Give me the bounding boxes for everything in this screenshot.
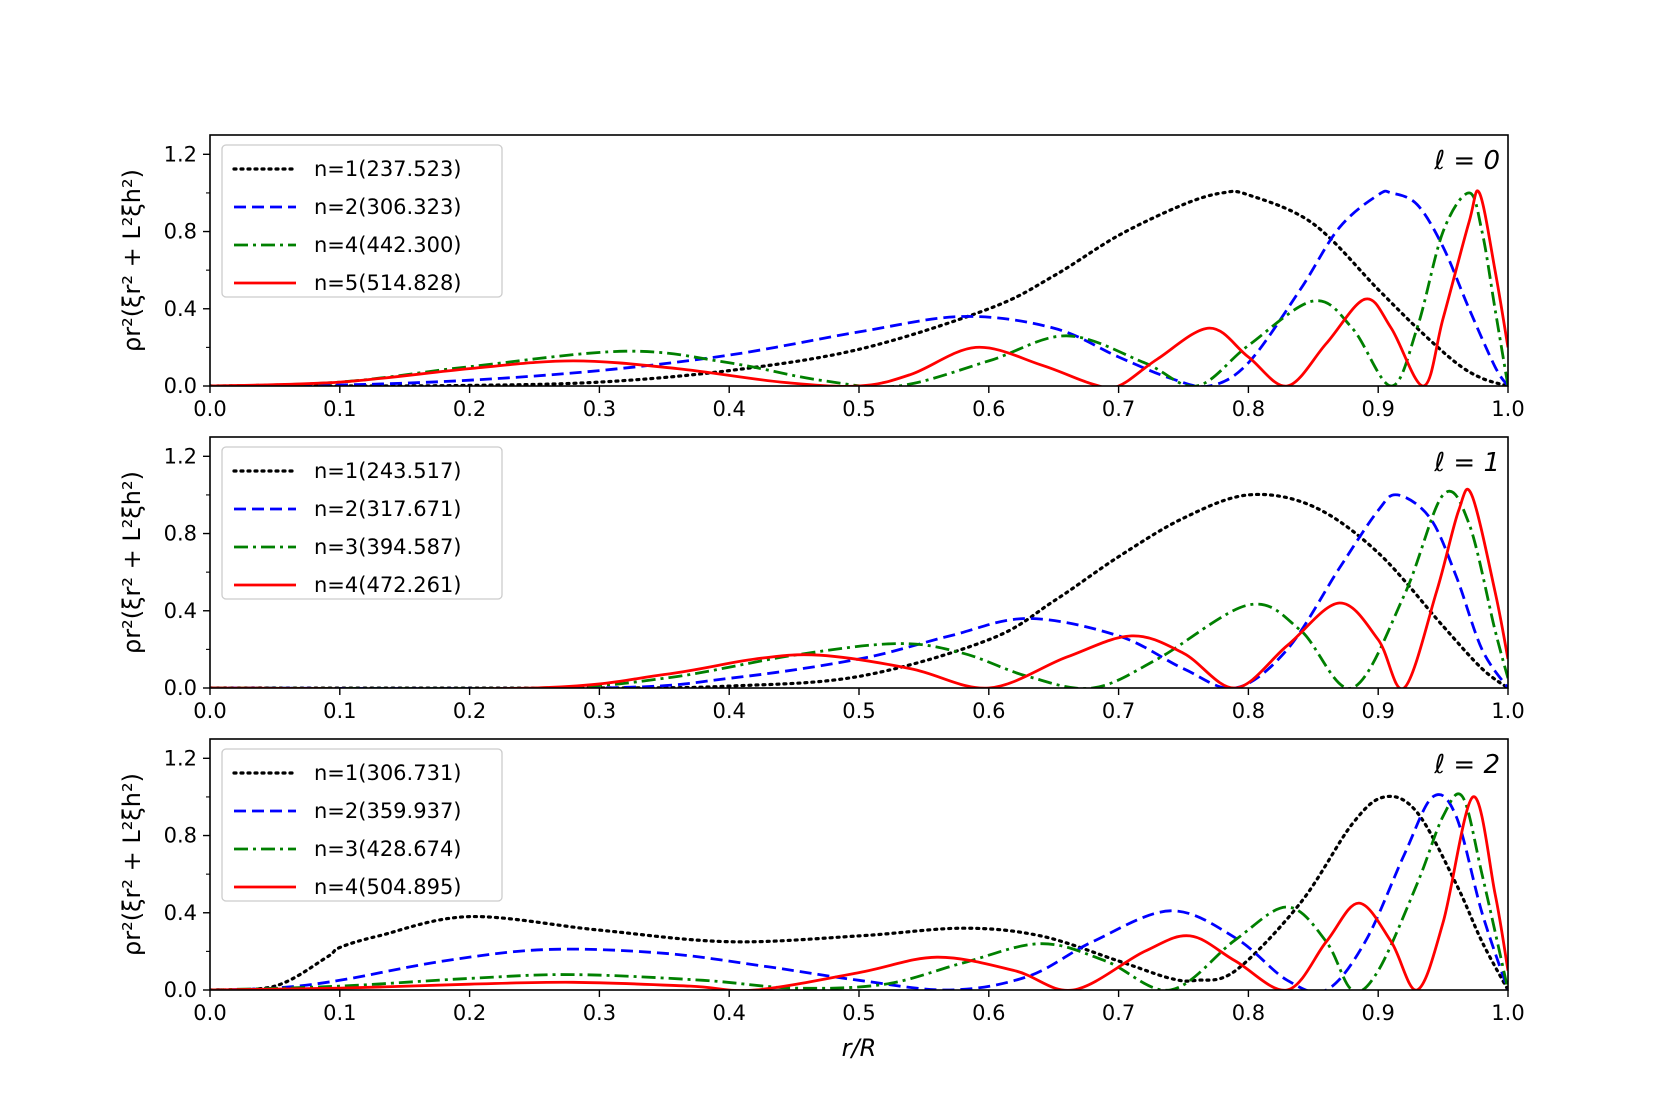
- legend-label-3: n=3(394.587): [314, 535, 462, 559]
- y-tick-label: 0.0: [164, 374, 197, 398]
- legend-label-1: n=1(306.731): [314, 761, 462, 785]
- legend-frame: [221, 144, 503, 298]
- legend-label-4: n=5(514.828): [314, 271, 462, 295]
- legend: n=1(243.517) n=2(317.671) n=3(394.587) n=4(…: [221, 446, 503, 600]
- x-tick-label: 0.5: [842, 397, 875, 421]
- degree-annotation: ℓ = 1: [1433, 448, 1500, 478]
- x-tick-label: 0.8: [1232, 1001, 1265, 1025]
- y-tick-label: 0.0: [164, 676, 197, 700]
- x-tick-label: 0.4: [712, 699, 745, 723]
- y-tick-label: 0.4: [164, 297, 197, 321]
- x-tick-label: 0.9: [1361, 699, 1394, 723]
- series-line-4: [210, 795, 1508, 990]
- x-tick-label: 0.1: [323, 699, 356, 723]
- x-tick-label: 0.7: [1102, 1001, 1135, 1025]
- x-tick-label: 0.8: [1232, 397, 1265, 421]
- x-tick-label: 0.0: [193, 1001, 226, 1025]
- y-tick-label: 1.2: [164, 142, 197, 166]
- panel-1: 0.0 0.1 0.2 0.3 0.4 0.5 0.6 0.7 0.8 0.9 1.0 0.0 0.4 0…: [118, 436, 1525, 723]
- y-tick-label: 1.2: [164, 746, 197, 770]
- x-tick-label: 0.8: [1232, 699, 1265, 723]
- legend-label-2: n=2(359.937): [314, 799, 462, 823]
- series-line-1: [210, 189, 1508, 386]
- series-line-1: [210, 794, 1508, 990]
- legend-label-1: n=1(237.523): [314, 157, 462, 181]
- x-tick-label: 1.0: [1491, 1001, 1524, 1025]
- degree-annotation: ℓ = 0: [1433, 146, 1500, 176]
- legend-label-4: n=4(504.895): [314, 875, 462, 899]
- series-line-2: [210, 493, 1508, 688]
- legend-label-3: n=4(442.300): [314, 233, 462, 257]
- y-tick-label: 1.2: [164, 444, 197, 468]
- x-tick-label: 0.1: [323, 1001, 356, 1025]
- x-tick-label: 0.3: [583, 397, 616, 421]
- y-tick-label: 0.4: [164, 901, 197, 925]
- x-tick-label: 0.2: [453, 397, 486, 421]
- x-axis-title: r/R: [842, 1034, 877, 1062]
- x-tick-label: 0.2: [453, 699, 486, 723]
- x-tick-label: 0.5: [842, 699, 875, 723]
- series-group: [210, 487, 1508, 688]
- y-axis-title: ρr²(ξr² + L²ξh²): [118, 169, 146, 352]
- x-tick-label: 0.0: [193, 699, 226, 723]
- x-tick-label: 0.0: [193, 397, 226, 421]
- panel-2: 0.0 0.1 0.2 0.3 0.4 0.5 0.6 0.7 0.8 0.9 1.0 0.0 0.4 0…: [118, 738, 1525, 1025]
- x-tick-label: 1.0: [1491, 397, 1524, 421]
- series-line-3: [210, 191, 1508, 386]
- y-axis-title: ρr²(ξr² + L²ξh²): [118, 471, 146, 654]
- x-tick-label: 0.6: [972, 397, 1005, 421]
- series-line-4: [210, 487, 1508, 688]
- x-tick-label: 0.6: [972, 1001, 1005, 1025]
- panel-0: 0.0 0.1 0.2 0.3 0.4 0.5 0.6 0.7 0.8 0.9 1.0 0.0 0.4 0…: [118, 134, 1525, 421]
- x-tick-label: 0.2: [453, 1001, 486, 1025]
- legend-label-3: n=3(428.674): [314, 837, 462, 861]
- legend-frame: [221, 748, 503, 902]
- series-group: [210, 792, 1508, 990]
- y-tick-label: 0.4: [164, 599, 197, 623]
- series-line-2: [210, 793, 1508, 990]
- legend: n=1(237.523) n=2(306.323) n=4(442.300) n=5(…: [221, 144, 503, 298]
- legend-label-2: n=2(317.671): [314, 497, 462, 521]
- x-tick-label: 1.0: [1491, 699, 1524, 723]
- x-tick-label: 0.4: [712, 1001, 745, 1025]
- x-tick-label: 0.4: [712, 397, 745, 421]
- legend-label-4: n=4(472.261): [314, 573, 462, 597]
- series-line-1: [210, 492, 1508, 688]
- series-line-3: [210, 489, 1508, 688]
- x-tick-label: 0.6: [972, 699, 1005, 723]
- series-line-4: [210, 189, 1508, 386]
- y-axis-title: ρr²(ξr² + L²ξh²): [118, 773, 146, 956]
- series-group: [210, 189, 1508, 386]
- legend: n=1(306.731) n=2(359.937) n=3(428.674) n=4(…: [221, 748, 503, 902]
- legend-label-1: n=1(243.517): [314, 459, 462, 483]
- legend-label-2: n=2(306.323): [314, 195, 462, 219]
- y-tick-label: 0.0: [164, 978, 197, 1002]
- y-tick-label: 0.8: [164, 824, 197, 848]
- y-tick-label: 0.8: [164, 522, 197, 546]
- series-line-3: [210, 792, 1508, 990]
- x-tick-label: 0.3: [583, 1001, 616, 1025]
- x-tick-label: 0.7: [1102, 699, 1135, 723]
- x-tick-label: 0.7: [1102, 397, 1135, 421]
- y-tick-label: 0.8: [164, 220, 197, 244]
- x-tick-label: 0.9: [1361, 397, 1394, 421]
- x-tick-label: 0.3: [583, 699, 616, 723]
- x-tick-label: 0.1: [323, 397, 356, 421]
- degree-annotation: ℓ = 2: [1433, 750, 1500, 780]
- legend-frame: [221, 446, 503, 600]
- x-tick-label: 0.9: [1361, 1001, 1394, 1025]
- x-tick-label: 0.5: [842, 1001, 875, 1025]
